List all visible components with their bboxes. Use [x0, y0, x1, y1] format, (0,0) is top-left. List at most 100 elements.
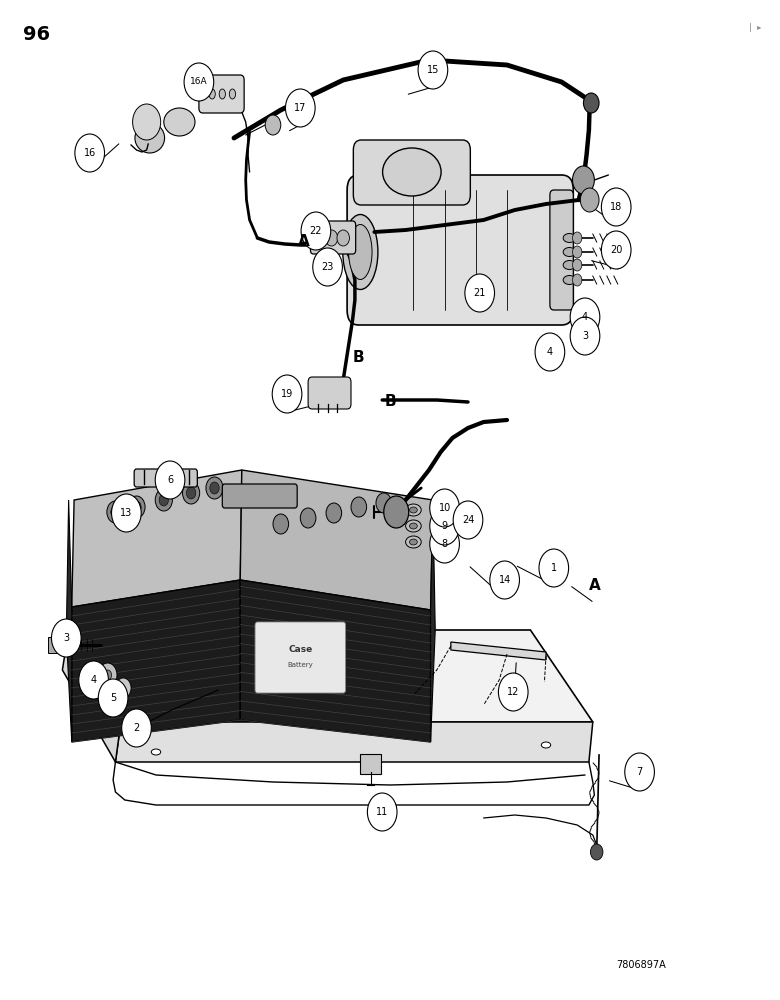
- Polygon shape: [240, 580, 431, 742]
- Polygon shape: [66, 500, 72, 742]
- Text: |  ▸: | ▸: [749, 23, 761, 32]
- Circle shape: [490, 561, 519, 599]
- Text: 14: 14: [498, 575, 511, 585]
- Circle shape: [601, 231, 631, 269]
- FancyBboxPatch shape: [308, 377, 351, 409]
- Ellipse shape: [406, 520, 421, 532]
- FancyBboxPatch shape: [222, 484, 297, 508]
- Circle shape: [51, 619, 81, 657]
- FancyBboxPatch shape: [255, 622, 346, 693]
- Text: 8: 8: [441, 539, 448, 549]
- Polygon shape: [431, 500, 435, 742]
- Text: 20: 20: [610, 245, 622, 255]
- Circle shape: [98, 679, 128, 717]
- Circle shape: [418, 51, 448, 89]
- Circle shape: [573, 259, 582, 271]
- Circle shape: [107, 501, 124, 523]
- Text: 17: 17: [294, 103, 307, 113]
- Text: 16A: 16A: [190, 78, 207, 87]
- Text: 13: 13: [120, 508, 133, 518]
- FancyBboxPatch shape: [134, 469, 197, 487]
- Circle shape: [590, 844, 603, 860]
- Ellipse shape: [541, 742, 551, 748]
- Circle shape: [285, 89, 315, 127]
- Ellipse shape: [563, 275, 576, 284]
- Circle shape: [98, 663, 117, 687]
- Circle shape: [625, 753, 654, 791]
- Circle shape: [384, 496, 409, 528]
- Circle shape: [155, 461, 185, 499]
- Circle shape: [325, 230, 338, 246]
- FancyBboxPatch shape: [199, 75, 244, 113]
- Text: 3: 3: [582, 331, 588, 341]
- Circle shape: [465, 274, 495, 312]
- Circle shape: [313, 248, 342, 286]
- Text: 1: 1: [551, 563, 557, 573]
- Circle shape: [301, 212, 331, 250]
- FancyBboxPatch shape: [360, 754, 381, 774]
- FancyBboxPatch shape: [347, 175, 573, 325]
- Circle shape: [314, 230, 326, 246]
- Ellipse shape: [343, 215, 378, 290]
- Text: Battery: Battery: [287, 662, 314, 668]
- Circle shape: [337, 230, 349, 246]
- Ellipse shape: [383, 148, 441, 196]
- Circle shape: [539, 549, 569, 587]
- Ellipse shape: [349, 225, 372, 279]
- Ellipse shape: [219, 89, 225, 99]
- Text: B: B: [385, 394, 395, 410]
- Circle shape: [75, 134, 105, 172]
- FancyBboxPatch shape: [353, 140, 470, 205]
- Circle shape: [273, 514, 289, 534]
- Circle shape: [573, 166, 594, 194]
- Ellipse shape: [209, 89, 215, 99]
- Text: 2: 2: [133, 723, 140, 733]
- Circle shape: [104, 670, 112, 680]
- Text: 12: 12: [507, 687, 519, 697]
- Ellipse shape: [563, 260, 576, 269]
- Circle shape: [206, 477, 223, 499]
- Text: 7: 7: [636, 767, 643, 777]
- Text: B: B: [353, 350, 364, 364]
- Circle shape: [79, 661, 108, 699]
- Circle shape: [351, 497, 367, 517]
- Circle shape: [570, 317, 600, 355]
- Circle shape: [300, 508, 316, 528]
- Circle shape: [326, 503, 342, 523]
- Circle shape: [159, 494, 168, 506]
- Text: A: A: [298, 234, 310, 249]
- Circle shape: [132, 501, 141, 513]
- Circle shape: [535, 333, 565, 371]
- Text: 21: 21: [473, 288, 486, 298]
- Polygon shape: [240, 470, 433, 610]
- Text: 18: 18: [610, 202, 622, 212]
- Text: 10: 10: [438, 503, 451, 513]
- Text: 16: 16: [83, 148, 96, 158]
- Text: 24: 24: [462, 515, 474, 525]
- Text: 5: 5: [110, 693, 116, 703]
- FancyBboxPatch shape: [48, 637, 59, 653]
- Circle shape: [272, 375, 302, 413]
- Circle shape: [112, 494, 141, 532]
- Circle shape: [111, 506, 120, 518]
- Polygon shape: [69, 630, 593, 722]
- Ellipse shape: [563, 247, 576, 256]
- Circle shape: [430, 525, 459, 563]
- Ellipse shape: [135, 123, 165, 153]
- Circle shape: [570, 298, 600, 336]
- Circle shape: [498, 673, 528, 711]
- Circle shape: [430, 489, 459, 527]
- Ellipse shape: [410, 523, 417, 529]
- Circle shape: [155, 489, 172, 511]
- Circle shape: [376, 493, 392, 513]
- Circle shape: [573, 274, 582, 286]
- Text: Case: Case: [288, 646, 313, 654]
- Text: 4: 4: [582, 312, 588, 322]
- FancyBboxPatch shape: [310, 221, 356, 254]
- Circle shape: [210, 482, 219, 494]
- Circle shape: [128, 496, 145, 518]
- Text: 22: 22: [310, 226, 322, 236]
- Circle shape: [573, 246, 582, 258]
- Polygon shape: [72, 470, 242, 607]
- Text: 4: 4: [90, 675, 97, 685]
